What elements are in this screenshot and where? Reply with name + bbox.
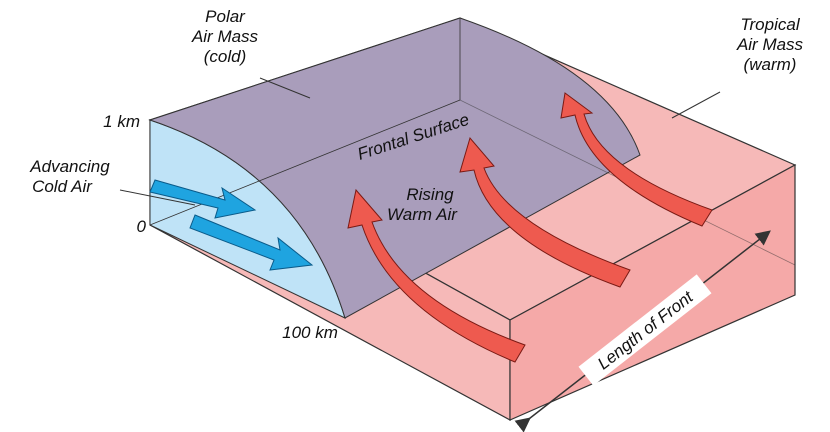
label: Air Mass — [736, 35, 804, 54]
label: 1 km — [103, 112, 140, 131]
label: (cold) — [204, 47, 247, 66]
label: Warm Air — [387, 205, 458, 224]
diagram: Polar Air Mass (cold) Tropical Air Mass … — [0, 0, 830, 432]
label: Cold Air — [32, 177, 93, 196]
label: 0 — [137, 217, 147, 236]
label: Polar — [205, 7, 246, 26]
label: (warm) — [744, 55, 797, 74]
label: Rising — [406, 185, 454, 204]
label: Air Mass — [191, 27, 259, 46]
label: Tropical — [740, 15, 800, 34]
label: Advancing — [29, 157, 110, 176]
leader-line — [672, 92, 720, 118]
label: 100 km — [282, 323, 338, 342]
